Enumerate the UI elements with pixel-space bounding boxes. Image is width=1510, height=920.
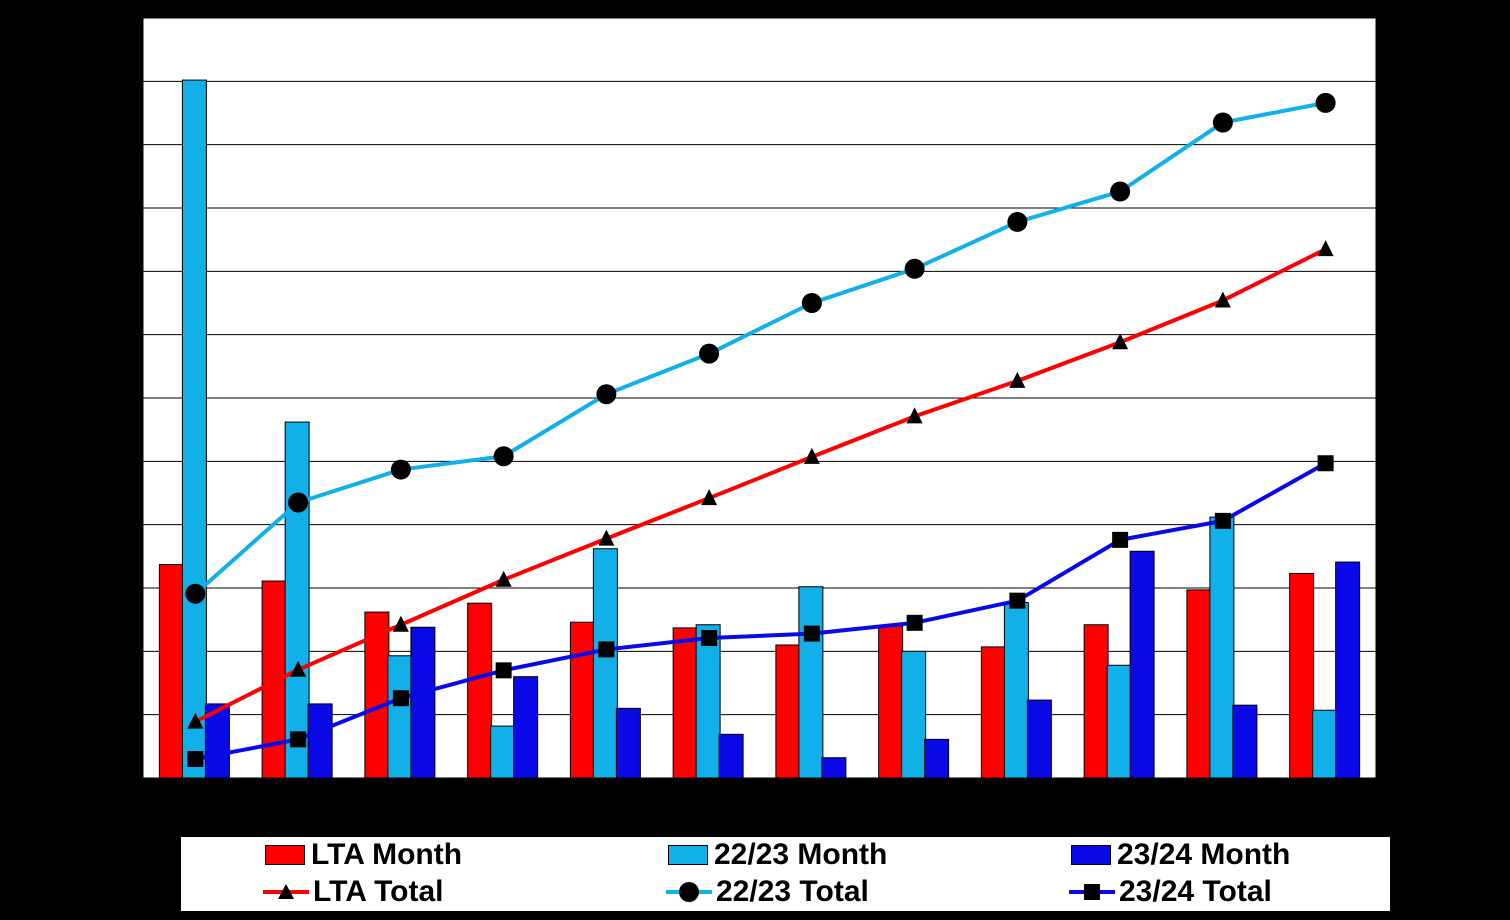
marker-lta-total <box>1112 333 1129 350</box>
bar-23-24-month <box>924 738 950 779</box>
bar-22-23-month <box>490 725 516 779</box>
legend-item-lta-month: LTA Month <box>265 837 462 873</box>
marker-lta-total <box>1009 371 1026 388</box>
bar-22-23-month <box>387 655 413 779</box>
marker-lta-total <box>1214 291 1231 308</box>
marker-22-23-total <box>185 583 206 604</box>
legend-item-2223-total: 22/23 Total <box>666 874 869 910</box>
marker-23-24-total <box>1112 531 1129 548</box>
chart <box>142 17 1377 779</box>
legend-label-2223-total: 22/23 Total <box>716 875 869 908</box>
bar-23-24-month <box>1232 704 1258 779</box>
marker-lta-total <box>187 712 204 729</box>
bar-lta-month <box>1083 624 1109 779</box>
bar-22-23-month <box>1312 709 1338 779</box>
marker-23-24-total <box>495 662 512 679</box>
bar-22-23-month <box>1106 664 1132 779</box>
legend-label-2324-total: 23/24 Total <box>1119 875 1272 908</box>
bar-lta-month <box>569 621 595 779</box>
bar-22-23-month <box>1209 516 1235 779</box>
line-lta-total <box>194 247 1327 724</box>
bar-22-23-month <box>798 586 824 779</box>
bar-22-23-month <box>901 650 927 779</box>
bar-22-23-month <box>1003 602 1029 779</box>
bar-23-24-month <box>1335 561 1361 779</box>
marker-22-23-total <box>493 446 514 467</box>
legend-label-2223-month: 22/23 Month <box>714 838 888 871</box>
bar-lta-month <box>672 627 698 779</box>
legend-swatch-lta-month <box>265 845 305 865</box>
bar-23-24-month <box>410 626 436 779</box>
bar-23-24-month <box>1026 699 1052 779</box>
marker-22-23-total <box>1110 181 1131 202</box>
marker-22-23-total <box>288 492 309 513</box>
marker-lta-total <box>392 615 409 632</box>
bar-23-24-month <box>1129 550 1155 779</box>
bar-23-24-month <box>307 703 333 779</box>
series-markers <box>185 92 1336 767</box>
bar-22-23-month <box>592 548 618 779</box>
legend-label-2324-month: 23/24 Month <box>1117 838 1291 871</box>
marker-lta-total <box>803 447 820 464</box>
line-22-23-total <box>194 100 1327 596</box>
marker-lta-total <box>1317 240 1334 257</box>
legend-item-2324-month: 23/24 Month <box>1071 837 1290 873</box>
bar-22-23-month <box>181 79 207 779</box>
marker-lta-total <box>495 570 512 587</box>
bar-lta-month <box>878 625 904 779</box>
marker-23-24-total <box>598 641 615 658</box>
bar-lta-month <box>775 644 801 779</box>
series-lines <box>194 100 1327 761</box>
bar-23-24-month <box>821 757 847 779</box>
legend-item-2324-total: 23/24 Total <box>1069 874 1272 910</box>
bar-lta-month <box>1186 589 1212 779</box>
marker-23-24-total <box>290 731 307 748</box>
legend-swatch-lta-total <box>263 884 309 899</box>
marker-22-23-total <box>1212 112 1233 133</box>
bar-22-23-month <box>695 624 721 779</box>
marker-23-24-total <box>1214 512 1231 529</box>
marker-23-24-total <box>187 751 204 767</box>
marker-22-23-total <box>904 258 925 279</box>
marker-lta-total <box>290 660 307 677</box>
marker-23-24-total <box>906 614 923 631</box>
marker-23-24-total <box>1009 592 1026 609</box>
marker-23-24-total <box>803 625 820 642</box>
marker-23-24-total <box>392 690 409 707</box>
marker-lta-total <box>701 489 718 506</box>
legend-label-lta-total: LTA Total <box>313 875 444 908</box>
line-23-24-total <box>194 461 1327 761</box>
bar-lta-month <box>158 564 184 779</box>
bar-lta-month <box>1289 572 1315 779</box>
bar-lta-month <box>980 646 1006 779</box>
gridlines <box>143 80 1376 716</box>
marker-22-23-total <box>390 459 411 480</box>
legend-swatch-2324-month <box>1071 845 1111 865</box>
marker-22-23-total <box>801 293 822 313</box>
bar-23-24-month <box>718 733 744 779</box>
marker-22-23-total <box>1315 92 1336 113</box>
marker-22-23-total <box>699 343 720 364</box>
bar-22-23-month <box>284 421 310 779</box>
legend-item-lta-total: LTA Total <box>263 874 444 910</box>
marker-lta-total <box>906 407 923 424</box>
legend-label-lta-month: LTA Month <box>311 838 463 871</box>
bar-23-24-month <box>615 707 641 779</box>
legend-swatch-2223-total <box>666 882 712 902</box>
legend-item-2223-month: 22/23 Month <box>668 837 887 873</box>
marker-22-23-total <box>1007 211 1028 232</box>
bar-23-24-month <box>513 676 539 779</box>
marker-lta-total <box>598 529 615 546</box>
marker-22-23-total <box>596 384 617 405</box>
legend: LTA Month 22/23 Month 23/24 Month LTA To… <box>181 837 1390 911</box>
marker-23-24-total <box>1317 455 1334 472</box>
legend-swatch-2324-total <box>1069 884 1115 900</box>
marker-23-24-total <box>701 630 718 647</box>
bar-lta-month <box>467 602 493 779</box>
legend-swatch-2223-month <box>668 845 708 865</box>
